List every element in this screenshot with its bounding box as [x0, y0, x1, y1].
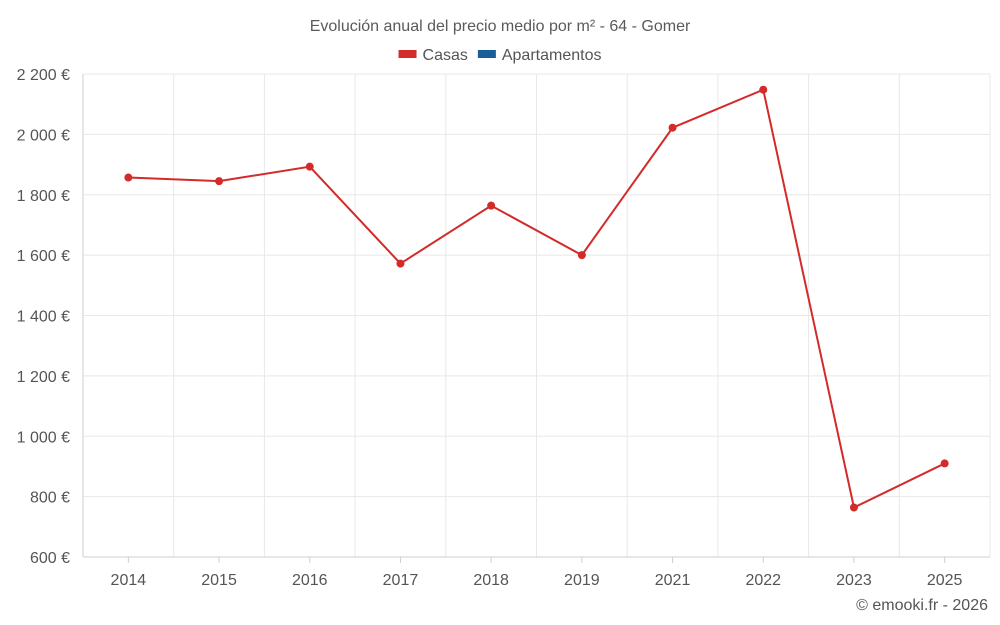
x-tick-label: 2023	[836, 572, 872, 589]
data-point	[215, 177, 224, 186]
legend-swatch-casas	[398, 50, 417, 58]
x-tick-label: 2015	[201, 572, 237, 589]
y-tick-label: 2 200 €	[17, 67, 70, 84]
data-point	[940, 459, 949, 468]
legend: Casas Apartamentos	[398, 47, 602, 64]
series-layer	[124, 85, 949, 512]
axes: 600 € 800 € 1 000 € 1 200 € 1 400 € 1 600 € 1 …	[17, 67, 990, 589]
x-tick-label: 2019	[564, 572, 600, 589]
credit-text: © emooki.fr - 2026	[856, 597, 988, 614]
x-tick-label: 2021	[655, 572, 691, 589]
legend-label-apartamentos: Apartamentos	[502, 47, 602, 64]
y-tick-label: 1 600 €	[17, 248, 70, 265]
x-tick-label: 2022	[745, 572, 781, 589]
y-tick-label: 800 €	[30, 490, 70, 507]
data-point	[759, 85, 768, 94]
y-tick-label: 1 800 €	[17, 188, 70, 205]
data-point	[396, 259, 405, 268]
grid	[82, 73, 991, 558]
legend-swatch-apartamentos	[477, 50, 496, 58]
chart-title: Evolución anual del precio medio por m² …	[310, 18, 691, 35]
y-tick-label: 1 000 €	[17, 429, 70, 446]
x-tick-label: 2016	[292, 572, 328, 589]
data-point	[577, 251, 586, 260]
data-point	[668, 123, 677, 132]
y-tick-label: 1 200 €	[17, 369, 70, 386]
y-tick-label: 600 €	[30, 550, 70, 567]
y-tick-label: 1 400 €	[17, 309, 70, 326]
data-point	[305, 162, 314, 171]
data-point	[124, 173, 133, 182]
series-line-casas	[128, 88, 946, 509]
data-point	[849, 503, 858, 512]
x-tick-label: 2018	[473, 572, 509, 589]
y-tick-label: 2 000 €	[17, 127, 70, 144]
x-tick-label: 2017	[383, 572, 419, 589]
x-tick-label: 2014	[111, 572, 147, 589]
x-tick-label: 2025	[927, 572, 963, 589]
data-point	[487, 201, 496, 210]
legend-label-casas: Casas	[423, 47, 468, 64]
